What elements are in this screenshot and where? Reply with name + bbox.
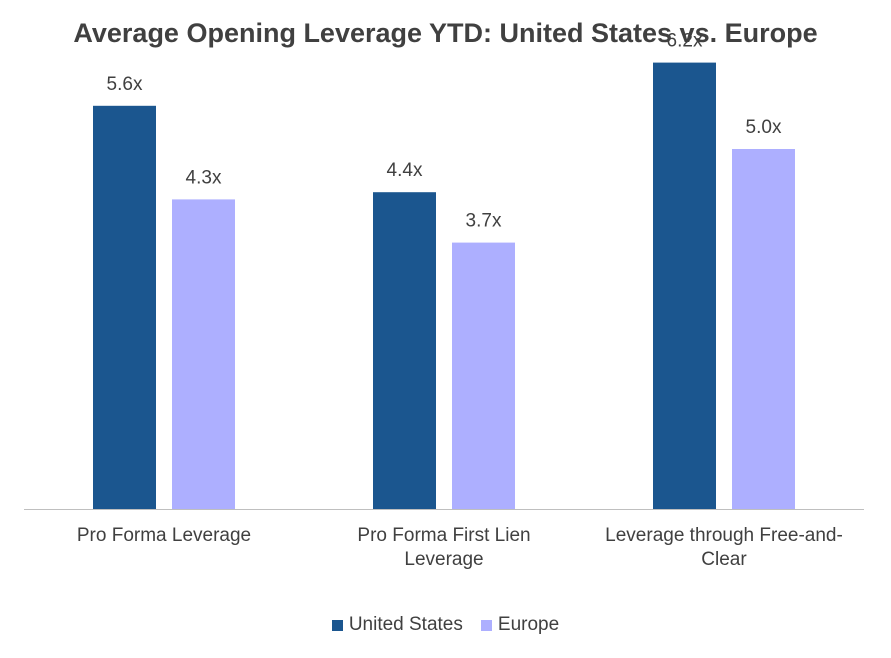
data-label-united-states-3: 6.2x <box>667 31 703 52</box>
category-label-3-line-1: Leverage through Free-and- <box>605 525 843 546</box>
category-label-2-line-2: Leverage <box>404 549 483 570</box>
legend-item-united-states: United States <box>331 614 463 636</box>
bar-united-states-2 <box>373 192 436 509</box>
data-label-united-states-1: 5.6x <box>107 74 143 95</box>
bar-europe-1 <box>172 199 235 509</box>
chart-title: Average Opening Leverage YTD: United Sta… <box>73 18 818 48</box>
data-label-europe-1: 4.3x <box>186 167 222 188</box>
bar-europe-3 <box>732 149 795 509</box>
bar-europe-2 <box>452 242 515 509</box>
bar-united-states-1 <box>93 105 156 510</box>
bar-united-states-3 <box>653 62 716 509</box>
data-label-united-states-2: 4.4x <box>387 160 423 181</box>
legend: United States Europe <box>0 614 891 636</box>
data-label-europe-3: 5.0x <box>746 117 782 138</box>
legend-item-europe: Europe <box>480 614 560 636</box>
legend-swatch-united-states <box>331 619 343 631</box>
legend-label-europe: Europe <box>497 614 560 635</box>
legend-swatch-europe <box>480 619 492 631</box>
category-label-2-line-1: Pro Forma First Lien <box>357 525 530 546</box>
category-label-3-line-2: Clear <box>701 549 747 570</box>
data-label-europe-2: 3.7x <box>466 211 502 232</box>
category-label-1-line-1: Pro Forma Leverage <box>77 525 251 546</box>
legend-label-united-states: United States <box>348 614 463 635</box>
